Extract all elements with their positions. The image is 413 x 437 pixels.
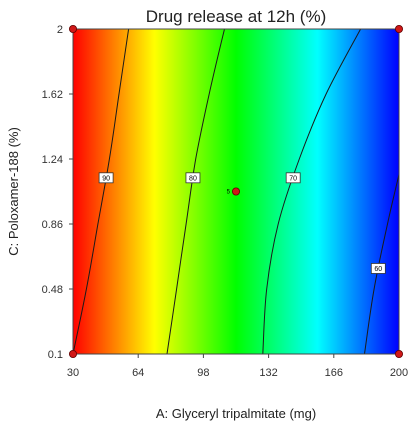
- plot-frame: [72, 28, 400, 355]
- design-point-label: 5: [227, 190, 231, 196]
- design-point: [69, 24, 78, 33]
- x-axis-ticks: 30 64 98 132 166 200: [67, 354, 408, 379]
- x-tick-label: 200: [390, 367, 408, 379]
- x-axis-label: A: Glyceryl tripalmitate (mg): [156, 406, 316, 421]
- chart-title: Drug release at 12h (%): [146, 7, 326, 26]
- x-tick-label: 64: [132, 367, 144, 379]
- contour-line-90: [73, 29, 130, 354]
- contour-label-70: 70: [285, 172, 301, 184]
- y-axis-label: C: Poloxamer-188 (%): [6, 127, 21, 256]
- y-tick-label: 1.24: [42, 154, 63, 166]
- contour-line-60: [364, 174, 399, 354]
- y-tick-label: 0.48: [42, 284, 63, 296]
- contour-label-90: 90: [98, 172, 114, 184]
- x-tick-label: 132: [259, 367, 277, 379]
- contour-label-60: 60: [370, 263, 386, 274]
- svg-text:60: 60: [374, 266, 382, 273]
- y-tick-label: 1.62: [42, 89, 63, 101]
- svg-text:80: 80: [189, 175, 197, 182]
- contour-labels: 90 80 70 60: [98, 172, 386, 274]
- x-tick-label: 98: [197, 367, 209, 379]
- contour-label-80: 80: [185, 172, 201, 184]
- y-axis-ticks: 0.1 0.48 0.86 1.24 1.62 2: [42, 24, 73, 361]
- y-tick-label: 0.1: [48, 349, 63, 361]
- svg-text:90: 90: [102, 175, 110, 182]
- y-tick-label: 2: [57, 24, 63, 36]
- design-point: [394, 24, 403, 33]
- contour-lines: [73, 29, 399, 354]
- contour-line-70: [262, 29, 362, 354]
- design-point: [394, 349, 403, 358]
- design-point: [231, 187, 240, 196]
- design-point: [69, 349, 78, 358]
- x-tick-label: 30: [67, 367, 79, 379]
- svg-text:70: 70: [289, 175, 297, 182]
- x-tick-label: 166: [325, 367, 343, 379]
- design-points: 5: [69, 24, 403, 358]
- y-tick-label: 0.86: [42, 219, 63, 231]
- contour-line-80: [166, 29, 225, 354]
